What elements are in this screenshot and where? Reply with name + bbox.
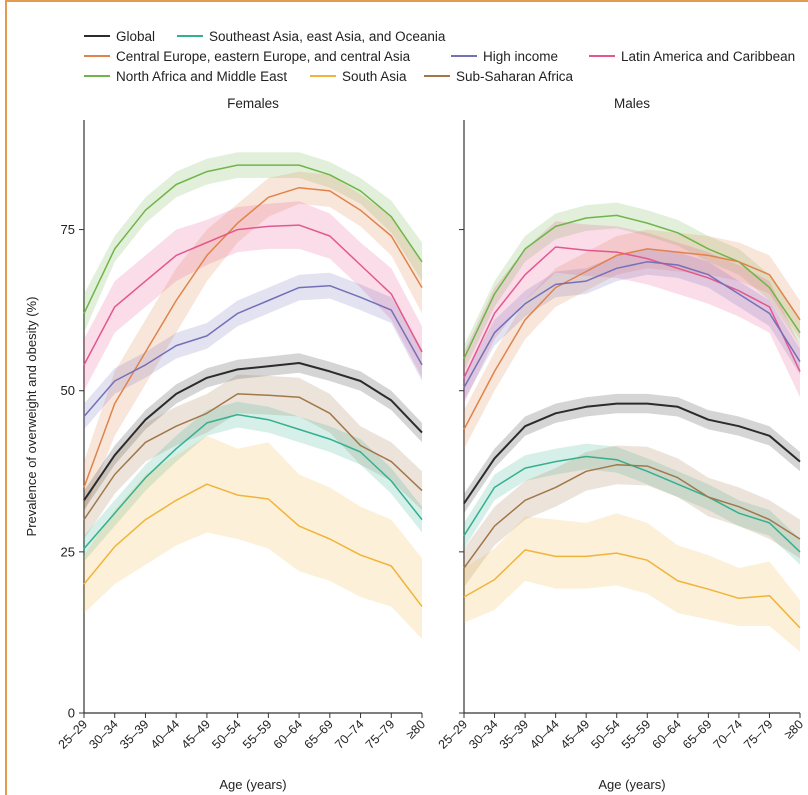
x-tick-label: 75–79 xyxy=(741,717,776,752)
line-sub-saharan-africa xyxy=(83,393,423,521)
band-high-income xyxy=(464,248,800,401)
line-south-asia xyxy=(83,483,423,608)
legend-swatch xyxy=(310,75,336,77)
legend-label: Global xyxy=(116,28,156,44)
line-latin-america-and-caribbean xyxy=(463,246,801,379)
y-tick-label: 25 xyxy=(61,544,75,559)
x-tick-label: 40–44 xyxy=(148,717,183,752)
line-global xyxy=(463,402,801,505)
panel-title: Males xyxy=(614,96,650,111)
line-high-income xyxy=(463,261,801,388)
band-south-asia xyxy=(84,435,422,639)
legend-label: South Asia xyxy=(342,68,407,84)
x-tick-label: 35–39 xyxy=(117,717,152,752)
band-global xyxy=(464,393,800,514)
line-north-africa-and-middle-east xyxy=(463,214,801,359)
y-axis-title: Prevalence of overweight and obesity (%) xyxy=(24,297,39,537)
line-global xyxy=(83,362,423,501)
x-tick-label: 45–49 xyxy=(558,717,593,752)
x-tick-label: 50–54 xyxy=(209,717,244,752)
legend-swatch xyxy=(84,75,110,77)
frame-left-border xyxy=(5,0,7,795)
x-tick-label: ≥80 xyxy=(782,717,807,742)
band-south-asia xyxy=(464,513,800,652)
panel-title: Females xyxy=(227,96,279,111)
legend-swatch xyxy=(84,35,110,37)
band-global xyxy=(84,353,422,510)
legend-item-central-europe: Central Europe, eastern Europe, and cent… xyxy=(84,47,410,65)
x-tick-label: ≥80 xyxy=(404,717,429,742)
legend-item-sub-saharan-africa: Sub-Saharan Africa xyxy=(424,67,573,85)
line-north-africa-and-middle-east xyxy=(83,164,423,314)
legend-item-high-income: High income xyxy=(451,47,558,65)
legend-label: Central Europe, eastern Europe, and cent… xyxy=(116,48,411,64)
legend-label: High income xyxy=(483,48,559,64)
frame-top-border xyxy=(5,0,808,2)
band-north-africa-and-middle-east xyxy=(464,202,800,372)
band-sub-saharan-africa xyxy=(84,374,422,539)
band-high-income xyxy=(84,272,422,430)
band-central-europe-eastern-europe-and-central-asia xyxy=(464,229,800,449)
legend-label: North Africa and Middle East xyxy=(116,68,288,84)
x-tick-label: 25–29 xyxy=(436,717,471,752)
legend-item-southeast-asia: Southeast Asia, east Asia, and Oceania xyxy=(177,27,445,45)
line-central-europe-eastern-europe-and-central-asia xyxy=(83,186,423,488)
x-tick-label: 75–79 xyxy=(363,717,398,752)
legend-item-latin-america: Latin America and Caribbean xyxy=(589,47,795,65)
line-high-income xyxy=(83,284,423,417)
x-tick-label: 30–34 xyxy=(86,717,121,752)
y-tick-label: 75 xyxy=(61,222,75,237)
legend-label: Latin America and Caribbean xyxy=(621,48,796,64)
x-tick-label: 55–59 xyxy=(240,717,275,752)
chart-legend: Global Southeast Asia, east Asia, and Oc… xyxy=(84,25,804,85)
band-latin-america-and-caribbean xyxy=(84,201,422,391)
x-tick-label: 35–39 xyxy=(497,717,532,752)
x-axis-title: Age (years) xyxy=(598,777,665,792)
legend-label: Southeast Asia, east Asia, and Oceania xyxy=(209,28,446,44)
line-central-europe-eastern-europe-and-central-asia xyxy=(463,248,801,430)
legend-swatch xyxy=(177,35,203,37)
x-tick-label: 55–59 xyxy=(619,717,654,752)
legend-swatch xyxy=(451,55,477,57)
x-tick-label: 65–69 xyxy=(301,717,336,752)
y-tick-label: 50 xyxy=(61,383,75,398)
legend-label: Sub-Saharan Africa xyxy=(456,68,574,84)
x-tick-label: 30–34 xyxy=(466,717,501,752)
x-tick-label: 60–64 xyxy=(271,717,306,752)
legend-item-south-asia: South Asia xyxy=(310,67,407,85)
band-southeast-asia-east-asia-and-oceania xyxy=(464,443,800,565)
x-tick-label: 70–74 xyxy=(332,717,367,752)
x-tick-label: 25–29 xyxy=(56,717,91,752)
band-sub-saharan-africa xyxy=(464,445,800,588)
x-tick-label: 60–64 xyxy=(649,717,684,752)
line-south-asia xyxy=(463,549,801,629)
panel-males: Males 25–2930–3435–3940–4445–4950–5455–59… xyxy=(436,96,807,792)
x-axis-title: Age (years) xyxy=(219,777,286,792)
panel-females: Females025507525–2930–3435–3940–4445–495… xyxy=(24,96,428,792)
legend-swatch xyxy=(424,75,450,77)
line-southeast-asia-east-asia-and-oceania xyxy=(83,413,423,550)
band-latin-america-and-caribbean xyxy=(464,221,800,404)
y-tick-label: 0 xyxy=(68,706,75,721)
legend-item-global: Global xyxy=(84,27,155,45)
x-tick-label: 40–44 xyxy=(527,717,562,752)
legend-swatch xyxy=(84,55,110,57)
x-tick-label: 65–69 xyxy=(680,717,715,752)
line-latin-america-and-caribbean xyxy=(83,224,423,366)
x-tick-label: 45–49 xyxy=(179,717,214,752)
band-north-africa-and-middle-east xyxy=(84,152,422,333)
x-tick-label: 70–74 xyxy=(711,717,746,752)
legend-swatch xyxy=(589,55,615,57)
line-sub-saharan-africa xyxy=(463,464,801,569)
legend-item-north-africa: North Africa and Middle East xyxy=(84,67,287,85)
x-tick-label: 50–54 xyxy=(588,717,623,752)
